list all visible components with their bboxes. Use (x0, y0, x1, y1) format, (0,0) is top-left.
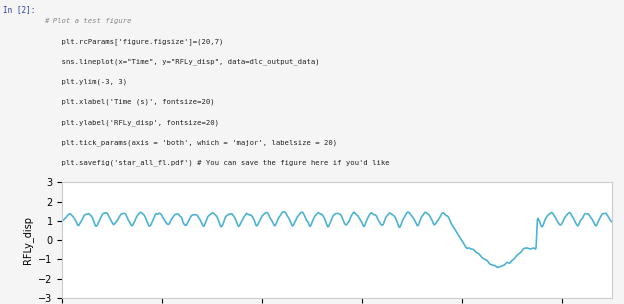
Text: plt.savefig('star_all_fl.pdf') # You can save the figure here if you'd like: plt.savefig('star_all_fl.pdf') # You can… (44, 160, 389, 166)
Text: sns.lineplot(x="Time", y="RFLy_disp", data=dlc_output_data): sns.lineplot(x="Time", y="RFLy_disp", da… (44, 58, 319, 65)
Text: plt.ylim(-3, 3): plt.ylim(-3, 3) (44, 78, 127, 85)
Text: plt.rcParams['figure.figsize']=(20,7): plt.rcParams['figure.figsize']=(20,7) (44, 38, 223, 45)
Text: # Plot a test figure: # Plot a test figure (44, 18, 131, 24)
Y-axis label: RFLy_disp: RFLy_disp (22, 216, 32, 264)
Text: plt.ylabel('RFLy_disp', fontsize=20): plt.ylabel('RFLy_disp', fontsize=20) (44, 119, 218, 126)
Text: plt.tick_params(axis = 'both', which = 'major', labelsize = 20): plt.tick_params(axis = 'both', which = '… (44, 139, 337, 146)
Text: plt.xlabel('Time (s)', fontsize=20): plt.xlabel('Time (s)', fontsize=20) (44, 99, 214, 105)
Text: In [2]:: In [2]: (3, 5, 36, 14)
